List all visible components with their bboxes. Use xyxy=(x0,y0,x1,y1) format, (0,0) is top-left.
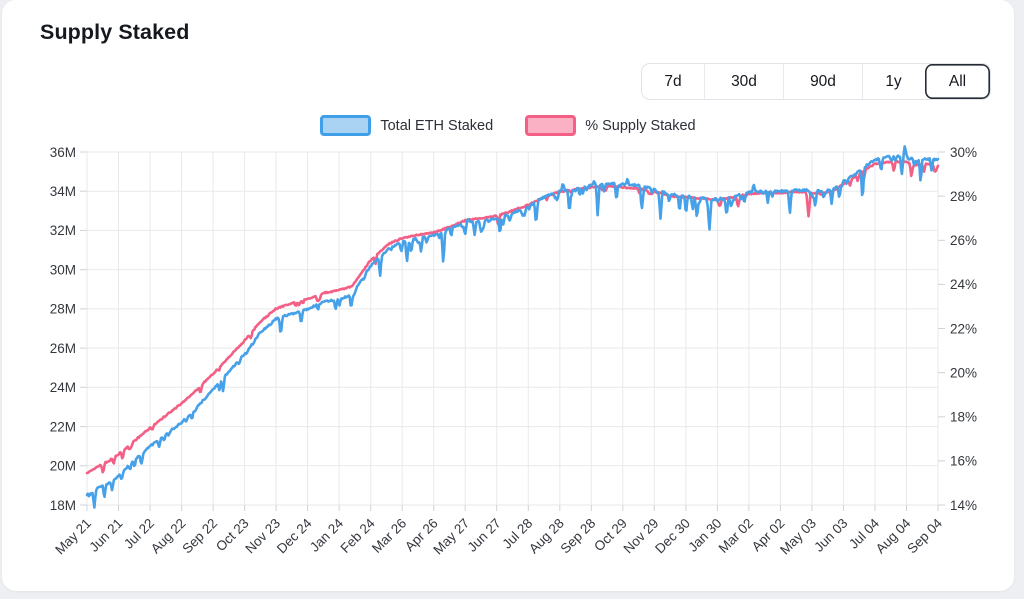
range-button-30d[interactable]: 30d xyxy=(704,64,783,99)
svg-text:20M: 20M xyxy=(50,459,76,474)
range-button-90d[interactable]: 90d xyxy=(783,64,862,99)
svg-text:14%: 14% xyxy=(950,498,977,513)
svg-text:18%: 18% xyxy=(950,410,977,425)
svg-text:22%: 22% xyxy=(950,321,977,336)
right-axis-labels: 30% 28% 26% 24% 22% 20% 18% 16% 14% xyxy=(950,145,977,513)
series-line-percent-supply-staked xyxy=(85,160,940,475)
svg-text:Mar 02: Mar 02 xyxy=(716,516,756,556)
legend-label-total-eth-staked: Total ETH Staked xyxy=(380,117,494,134)
range-button-all[interactable]: All xyxy=(924,64,990,99)
svg-text:20%: 20% xyxy=(950,365,977,380)
legend-swatch-blue-icon xyxy=(320,115,372,136)
range-button-7d[interactable]: 7d xyxy=(642,64,704,99)
svg-text:Dec 24: Dec 24 xyxy=(274,515,315,556)
svg-text:May 03: May 03 xyxy=(777,516,819,558)
svg-text:Jun 27: Jun 27 xyxy=(465,516,504,555)
svg-text:May 21: May 21 xyxy=(52,516,94,558)
svg-text:32M: 32M xyxy=(50,223,76,238)
chart-card: Supply Staked 7d 30d 90d 1y All Total ET… xyxy=(2,0,1014,591)
svg-text:34M: 34M xyxy=(50,184,76,199)
svg-text:Sep 28: Sep 28 xyxy=(558,516,599,557)
legend-item-percent-supply-staked[interactable]: % Supply Staked xyxy=(525,115,696,136)
series-lines xyxy=(85,145,940,509)
svg-text:May 27: May 27 xyxy=(430,516,472,558)
svg-text:28M: 28M xyxy=(50,302,76,317)
legend-label-percent-supply-staked: % Supply Staked xyxy=(585,117,696,134)
svg-text:28%: 28% xyxy=(950,189,977,204)
svg-text:Sep 04: Sep 04 xyxy=(904,515,945,556)
svg-text:Jun 03: Jun 03 xyxy=(811,516,850,555)
svg-text:30%: 30% xyxy=(950,145,977,160)
svg-text:Mar 26: Mar 26 xyxy=(369,516,409,556)
svg-text:Dec 30: Dec 30 xyxy=(652,516,693,557)
svg-text:Jun 21: Jun 21 xyxy=(86,516,125,555)
time-range-selector: 7d 30d 90d 1y All xyxy=(641,63,991,100)
svg-text:22M: 22M xyxy=(50,419,76,434)
svg-text:18M: 18M xyxy=(50,498,76,513)
svg-text:24M: 24M xyxy=(50,380,76,395)
axis-ticks xyxy=(80,151,945,511)
chart-legend: Total ETH Staked % Supply Staked xyxy=(2,115,1014,136)
svg-text:Feb 24: Feb 24 xyxy=(337,515,378,556)
range-button-1y[interactable]: 1y xyxy=(862,64,924,99)
series-line-total-eth-staked xyxy=(85,145,940,509)
svg-text:26%: 26% xyxy=(950,233,977,248)
svg-text:30M: 30M xyxy=(50,263,76,278)
svg-text:36M: 36M xyxy=(50,145,76,160)
left-axis-labels: 36M 34M 32M 30M 28M 26M 24M 22M 20M 18M xyxy=(50,145,76,513)
legend-swatch-pink-icon xyxy=(525,115,577,136)
svg-text:Sep 22: Sep 22 xyxy=(179,516,220,557)
svg-text:16%: 16% xyxy=(950,454,977,469)
svg-text:24%: 24% xyxy=(950,277,977,292)
legend-item-total-eth-staked[interactable]: Total ETH Staked xyxy=(320,115,493,136)
svg-text:26M: 26M xyxy=(50,341,76,356)
page-title: Supply Staked xyxy=(40,20,190,44)
